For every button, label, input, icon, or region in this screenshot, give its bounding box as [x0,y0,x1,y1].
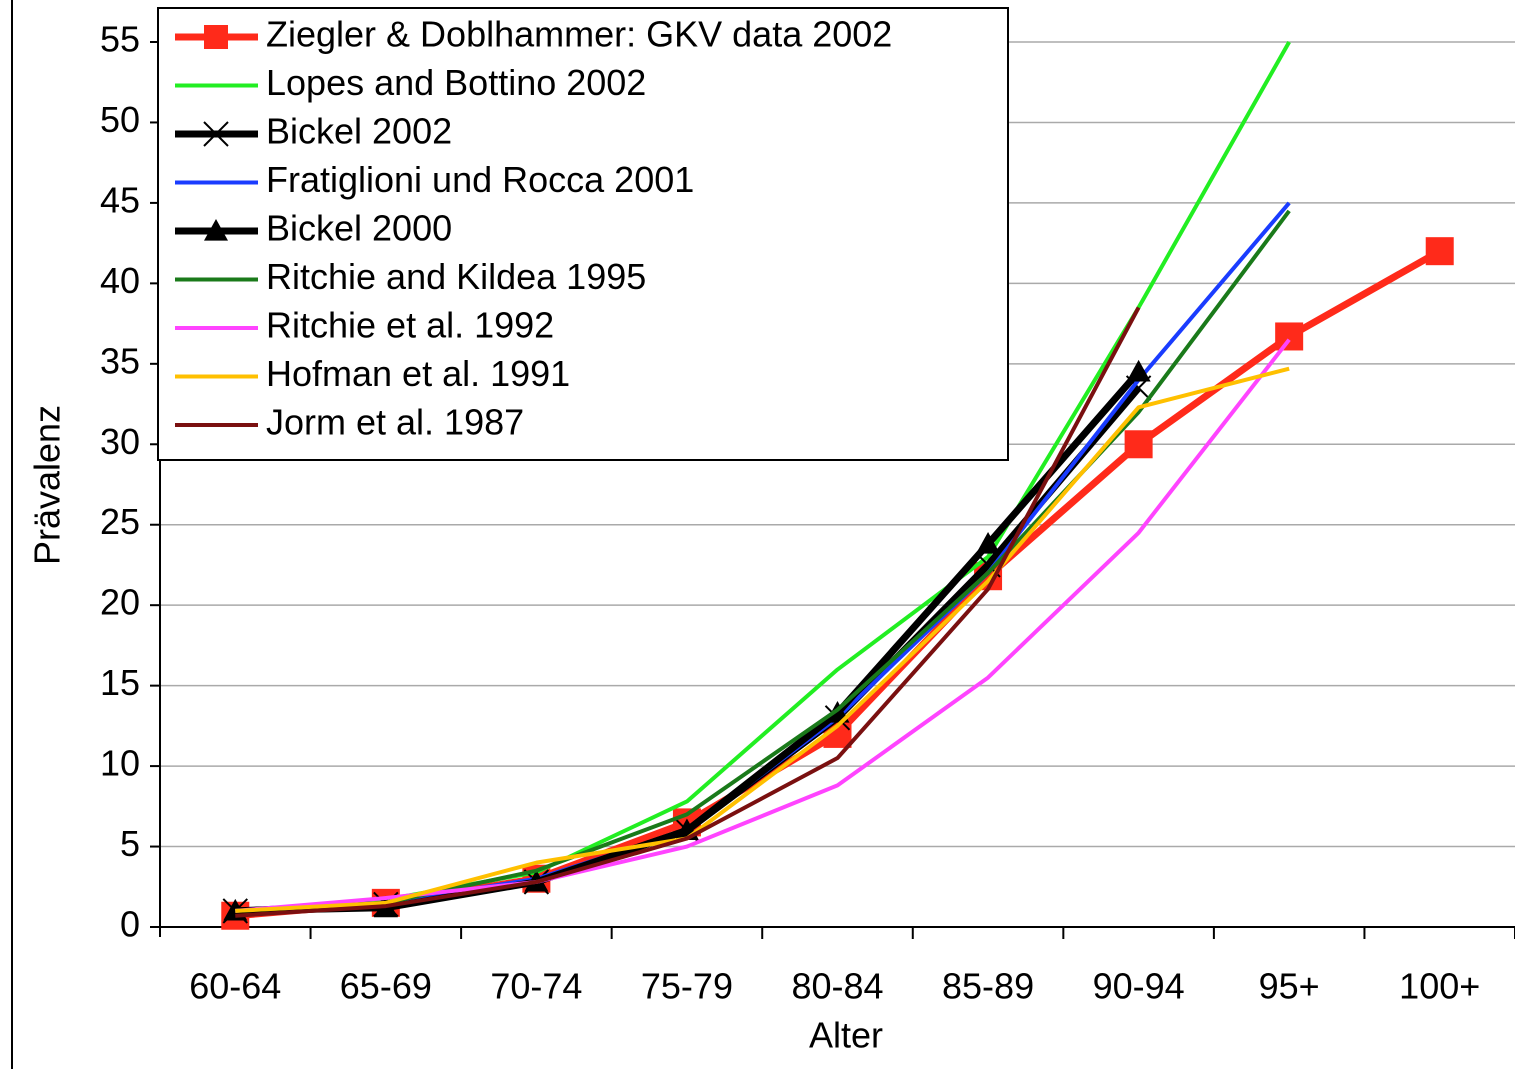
y-tick-label: 0 [120,904,140,945]
marker [203,121,229,147]
legend-label: Ritchie and Kildea 1995 [266,256,646,297]
marker [1275,322,1304,351]
marker [976,532,1001,554]
y-tick-label: 45 [100,179,140,220]
x-axis-label: Alter [809,1015,883,1056]
x-tick-label: 65-69 [340,966,432,1007]
legend-label: Ziegler & Doblhammer: GKV data 2002 [266,14,892,55]
y-tick-label: 55 [100,19,140,60]
legend-label: Jorm et al. 1987 [266,402,524,443]
y-tick-label: 40 [100,260,140,301]
legend-label: Bickel 2000 [266,208,452,249]
y-tick-label: 20 [100,582,140,623]
marker [204,25,228,49]
legend-label: Lopes and Bottino 2002 [266,62,646,103]
y-tick-label: 15 [100,662,140,703]
x-tick-label: 75-79 [641,966,733,1007]
legend-box [157,7,1009,461]
legend-label: Fratiglioni und Rocca 2001 [266,159,694,200]
x-tick-label: 60-64 [189,966,281,1007]
x-tick-label: 100+ [1399,966,1480,1007]
series-line [235,306,1141,918]
legend-label: Bickel 2002 [266,111,452,152]
legend-label: Hofman et al. 1991 [266,353,570,394]
marker [1425,237,1454,266]
marker [1124,430,1153,459]
y-tick-label: 10 [100,743,140,784]
legend: Ziegler & Doblhammer: GKV data 2002 Lopes… [157,7,1009,461]
x-tick-label: 95+ [1259,966,1320,1007]
x-tick-label: 70-74 [490,966,582,1007]
y-tick-label: 50 [100,99,140,140]
y-tick-label: 25 [100,501,140,542]
y-tick-label: 5 [120,823,140,864]
x-tick-label: 85-89 [942,966,1034,1007]
x-tick-label: 90-94 [1093,966,1185,1007]
y-tick-label: 30 [100,421,140,462]
y-tick-label: 35 [100,340,140,381]
marker [204,219,228,241]
y-axis-label: Prävalenz [27,405,68,565]
series-line [235,366,1290,913]
x-tick-label: 80-84 [791,966,883,1007]
legend-label: Ritchie et al. 1992 [266,305,554,346]
marker [1126,359,1151,382]
